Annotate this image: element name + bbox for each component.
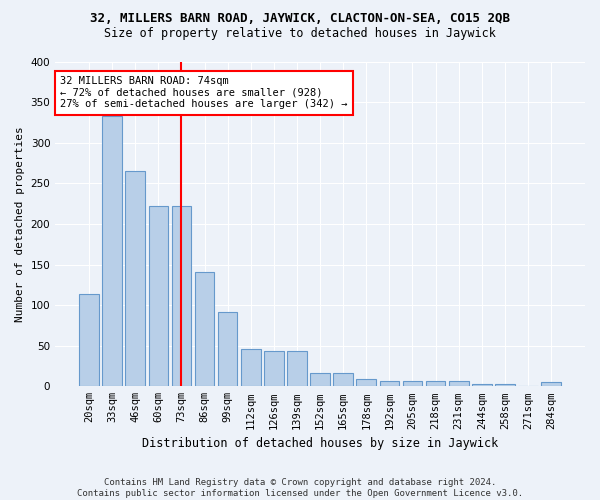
Bar [125,171,145,386]
Text: 32 MILLERS BARN ROAD: 74sqm
← 72% of detached houses are smaller (928)
27% of se: 32 MILLERS BARN ROAD: 74sqm ← 72% of det… [61,76,348,110]
Bar [472,384,491,386]
Bar [218,312,238,386]
Bar [103,116,122,386]
X-axis label: Distribution of detached houses by size in Jaywick: Distribution of detached houses by size … [142,437,498,450]
Bar [241,349,260,387]
Bar [426,382,445,386]
Bar [380,380,399,386]
Bar [541,382,561,386]
Bar [334,374,353,386]
Bar [495,384,515,386]
Text: Size of property relative to detached houses in Jaywick: Size of property relative to detached ho… [104,28,496,40]
Bar [403,382,422,386]
Bar [79,294,99,386]
Y-axis label: Number of detached properties: Number of detached properties [15,126,25,322]
Text: Contains HM Land Registry data © Crown copyright and database right 2024.
Contai: Contains HM Land Registry data © Crown c… [77,478,523,498]
Bar [264,350,284,386]
Bar [172,206,191,386]
Bar [449,382,469,386]
Text: 32, MILLERS BARN ROAD, JAYWICK, CLACTON-ON-SEA, CO15 2QB: 32, MILLERS BARN ROAD, JAYWICK, CLACTON-… [90,12,510,26]
Bar [149,206,168,386]
Bar [195,272,214,386]
Bar [310,374,330,386]
Bar [356,379,376,386]
Bar [287,350,307,386]
